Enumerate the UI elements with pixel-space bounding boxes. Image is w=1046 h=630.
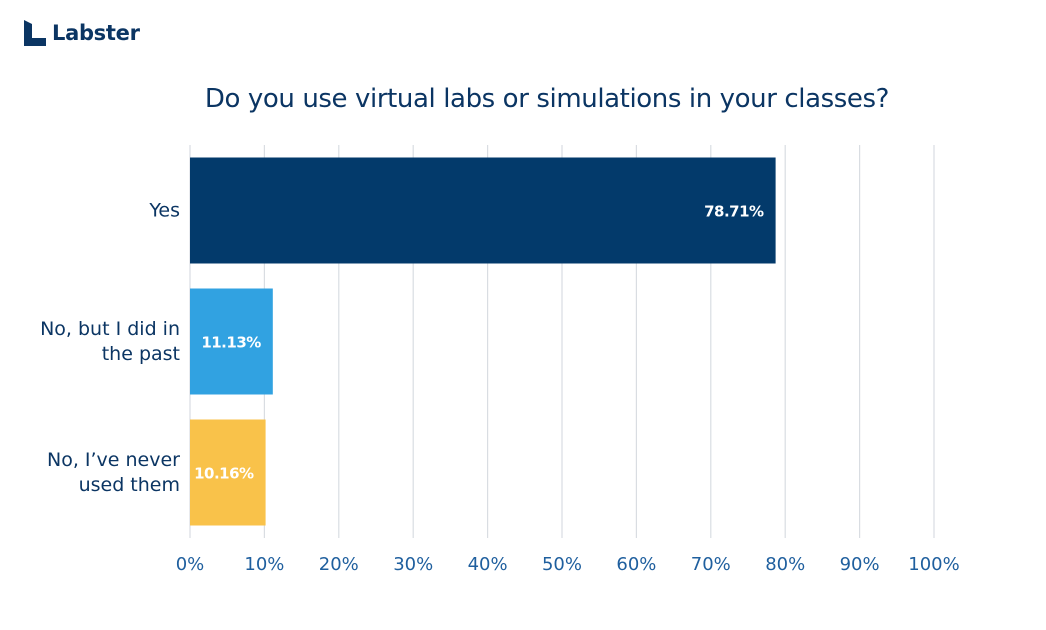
x-tick-label: 90% <box>840 554 880 575</box>
data-label: 78.71% <box>704 203 764 221</box>
category-label: No, but I did in the past <box>40 318 180 365</box>
bar <box>190 419 266 526</box>
x-tick-label: 60% <box>616 554 656 575</box>
brand-name: Labster <box>52 21 140 45</box>
x-tick-label: 0% <box>176 554 205 575</box>
category-labels: Yes No, but I did in the past No, I’ve neve… <box>40 200 180 497</box>
x-tick-label: 40% <box>468 554 508 575</box>
data-label: 11.13% <box>201 334 261 352</box>
chart-title: Do you use virtual labs or simulations i… <box>204 84 890 114</box>
x-tick-label: 50% <box>542 554 582 575</box>
bar <box>190 157 776 264</box>
x-tick-label: 70% <box>691 554 731 575</box>
x-tick-label: 80% <box>765 554 805 575</box>
x-tick-label: 10% <box>244 554 284 575</box>
x-tick-labels: 0% 10% 20% 30% 40% 50% 60% 70% 80% 90% 100% <box>176 554 960 575</box>
x-tick-label: 20% <box>319 554 359 575</box>
bar <box>190 288 273 395</box>
data-label: 10.16% <box>194 465 254 483</box>
category-label: No, I’ve never used them <box>47 449 180 496</box>
labster-logo: Labster <box>24 20 140 46</box>
category-label: Yes <box>148 200 180 222</box>
x-tick-label: 100% <box>908 554 959 575</box>
x-tick-label: 30% <box>393 554 433 575</box>
bars: 78.71% 11.13% 10.16% <box>190 157 776 526</box>
labster-logo-icon <box>24 20 46 46</box>
